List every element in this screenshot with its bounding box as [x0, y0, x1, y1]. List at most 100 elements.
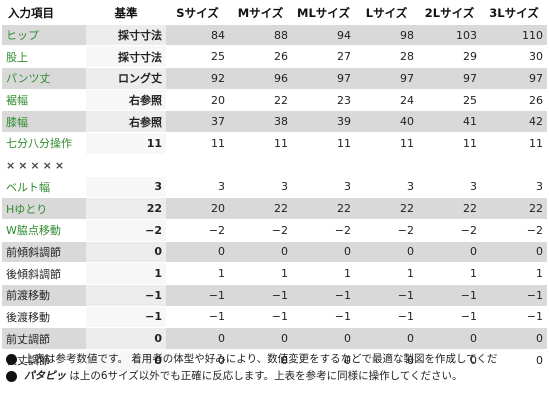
size-value: 0 — [166, 348, 229, 371]
size-value: 11 — [292, 132, 355, 155]
size-value: 41 — [418, 110, 481, 133]
size-value: 0 — [229, 240, 292, 263]
size-value — [418, 153, 481, 176]
table-row: パンツ丈 ロング丈 92 96 97 97 97 97 — [2, 67, 547, 90]
size-value: 3 — [229, 175, 292, 198]
size-value: 11 — [481, 132, 547, 155]
size-value: 39 — [292, 110, 355, 133]
standard-value: −2 — [86, 218, 166, 242]
size-value — [292, 153, 355, 176]
size-value: −1 — [481, 305, 547, 328]
note-brand: パタピッ — [24, 370, 66, 382]
size-value: 30 — [481, 45, 547, 68]
size-value: 11 — [355, 132, 418, 155]
table-row: 七分八分操作 11 11 11 11 11 11 11 — [2, 132, 547, 155]
size-value: 97 — [292, 67, 355, 90]
header-row: 入力項目 基準 Sサイズ Mサイズ MLサイズ Lサイズ 2Lサイズ 3Lサイズ — [2, 2, 547, 25]
size-value: −1 — [418, 283, 481, 307]
size-value: 26 — [229, 45, 292, 68]
size-value: 22 — [229, 88, 292, 111]
size-value: 11 — [418, 132, 481, 155]
size-value: −1 — [229, 283, 292, 307]
size-value: 94 — [292, 23, 355, 46]
size-table: 入力項目 基準 Sサイズ Mサイズ MLサイズ Lサイズ 2Lサイズ 3Lサイズ… — [2, 2, 547, 371]
size-value: −2 — [166, 218, 229, 242]
size-value: 23 — [292, 88, 355, 111]
size-value: 1 — [481, 262, 547, 285]
size-value: −1 — [292, 305, 355, 328]
row-label: 後渡移動 — [2, 305, 86, 328]
separator-row: ××××× — [2, 153, 547, 176]
table-row: W脇点移動 −2 −2 −2 −2 −2 −2 −2 — [2, 218, 547, 242]
size-value: 97 — [355, 67, 418, 90]
size-value: −1 — [355, 283, 418, 307]
standard-value: 右参照 — [86, 110, 166, 133]
size-value: 28 — [355, 45, 418, 68]
size-chart: 入力項目 基準 Sサイズ Mサイズ MLサイズ Lサイズ 2Lサイズ 3Lサイズ… — [2, 2, 549, 382]
standard-value: −1 — [86, 283, 166, 307]
size-value — [481, 153, 547, 176]
table-row: 股上 採寸寸法 25 26 27 28 29 30 — [2, 45, 547, 68]
standard-value: 0 — [86, 240, 166, 263]
size-value: 3 — [292, 175, 355, 198]
size-value: 3 — [355, 175, 418, 198]
size-value: 84 — [166, 23, 229, 46]
table-row: 膝幅 右参照 37 38 39 40 41 42 — [2, 110, 547, 133]
standard-value: 11 — [86, 132, 166, 155]
table-row: 前丈調節 0 0 0 0 0 0 0 — [2, 327, 547, 350]
row-label: ××××× — [2, 153, 86, 176]
row-label: パンツ丈 — [2, 67, 86, 90]
note-text: 上表は参考数値です。 着用者の体型や好みにより、数値変更をするなどで最適な製図を… — [24, 353, 498, 365]
row-label: ヒップ — [2, 23, 86, 46]
size-value: 22 — [481, 197, 547, 220]
size-value: 25 — [418, 88, 481, 111]
header-input-item: 入力項目 — [2, 2, 86, 25]
table-row: Hゆとり 22 20 22 22 22 22 22 — [2, 197, 547, 220]
size-value: −2 — [292, 218, 355, 242]
table-row: 前渡移動 −1 −1 −1 −1 −1 −1 −1 — [2, 283, 547, 307]
size-value: −1 — [418, 305, 481, 328]
size-value: 11 — [166, 132, 229, 155]
size-value: 0 — [418, 327, 481, 350]
size-value: 26 — [481, 88, 547, 111]
row-label: 前傾斜調節 — [2, 240, 86, 263]
size-value — [229, 153, 292, 176]
note-reference: 上表は参考数値です。 着用者の体型や好みにより、数値変更をするなどで最適な製図を… — [6, 351, 549, 368]
size-value: 20 — [166, 197, 229, 220]
table-row: ベルト幅 3 3 3 3 3 3 3 — [2, 175, 547, 198]
standard-value — [86, 153, 166, 176]
size-value: 88 — [229, 23, 292, 46]
standard-value: 22 — [86, 197, 166, 220]
size-value: 0 — [355, 240, 418, 263]
size-value: 1 — [166, 262, 229, 285]
table-row: 後渡移動 −1 −1 −1 −1 −1 −1 −1 — [2, 305, 547, 328]
standard-value: 0 — [86, 348, 166, 371]
size-value: 1 — [355, 262, 418, 285]
size-value: 0 — [481, 327, 547, 350]
size-value: −1 — [292, 283, 355, 307]
standard-value: ロング丈 — [86, 67, 166, 90]
table-row: 後傾斜調節 1 1 1 1 1 1 1 — [2, 262, 547, 285]
size-value: 98 — [355, 23, 418, 46]
standard-value: 右参照 — [86, 88, 166, 111]
table-row: 前傾斜調節 0 0 0 0 0 0 0 — [2, 240, 547, 263]
size-value: 1 — [418, 262, 481, 285]
size-value: 0 — [355, 348, 418, 371]
standard-value: −1 — [86, 305, 166, 328]
size-value: 0 — [292, 327, 355, 350]
size-value: 1 — [292, 262, 355, 285]
row-label: 七分八分操作 — [2, 132, 86, 155]
bullet-icon — [6, 354, 17, 365]
size-value: 1 — [229, 262, 292, 285]
size-value: −1 — [166, 305, 229, 328]
size-value: 42 — [481, 110, 547, 133]
size-value: 22 — [229, 197, 292, 220]
bullet-icon — [6, 371, 17, 382]
standard-value: 0 — [86, 327, 166, 350]
row-label: 後丈調節 — [2, 348, 86, 371]
table-row: ヒップ 採寸寸法 84 88 94 98 103 110 — [2, 23, 547, 46]
size-value: 110 — [481, 23, 547, 46]
row-label: 裾幅 — [2, 88, 86, 111]
size-value: 3 — [481, 175, 547, 198]
row-label: Hゆとり — [2, 197, 86, 220]
